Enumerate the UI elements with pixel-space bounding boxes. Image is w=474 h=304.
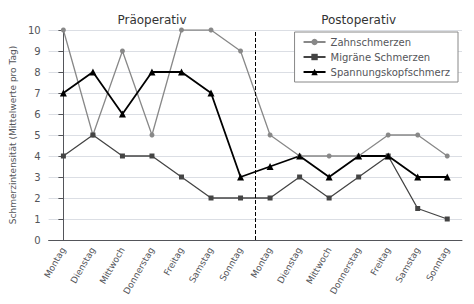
svg-text:Freitag: Freitag xyxy=(162,245,186,277)
svg-text:Montag: Montag xyxy=(249,245,275,279)
svg-text:10: 10 xyxy=(28,25,41,36)
svg-text:Freitag: Freitag xyxy=(368,245,392,277)
svg-text:1: 1 xyxy=(34,214,40,225)
svg-text:4: 4 xyxy=(34,151,40,162)
svg-text:Schmerzintensität (Mittelwerte: Schmerzintensität (Mittelwerte pro Tag) xyxy=(8,46,18,224)
svg-text:Mittwoch: Mittwoch xyxy=(98,245,127,285)
svg-text:2: 2 xyxy=(34,193,40,204)
svg-text:Dienstag: Dienstag xyxy=(69,245,98,285)
svg-text:Zahnschmerzen: Zahnschmerzen xyxy=(331,37,411,48)
svg-text:Dienstag: Dienstag xyxy=(275,245,304,285)
svg-text:Präoperativ: Präoperativ xyxy=(117,13,186,27)
svg-text:Samstag: Samstag xyxy=(394,245,422,284)
svg-text:Sonntag: Sonntag xyxy=(218,245,245,282)
svg-text:Spannungskopfschmerz: Spannungskopfschmerz xyxy=(331,67,450,78)
svg-text:3: 3 xyxy=(34,172,40,183)
svg-text:9: 9 xyxy=(34,46,40,57)
svg-text:Montag: Montag xyxy=(42,245,68,279)
svg-text:7: 7 xyxy=(34,88,40,99)
svg-text:6: 6 xyxy=(34,109,40,120)
svg-text:Donnerstag: Donnerstag xyxy=(121,245,156,295)
svg-text:5: 5 xyxy=(34,130,40,141)
svg-text:Donnerstag: Donnerstag xyxy=(328,245,363,295)
svg-text:8: 8 xyxy=(34,67,40,78)
svg-text:Migräne Schmerzen: Migräne Schmerzen xyxy=(331,52,431,63)
svg-text:0: 0 xyxy=(34,235,40,246)
svg-text:Sonntag: Sonntag xyxy=(424,245,451,282)
svg-text:Samstag: Samstag xyxy=(187,245,215,284)
svg-text:Mittwoch: Mittwoch xyxy=(304,245,333,285)
svg-text:Postoperativ: Postoperativ xyxy=(321,13,396,27)
